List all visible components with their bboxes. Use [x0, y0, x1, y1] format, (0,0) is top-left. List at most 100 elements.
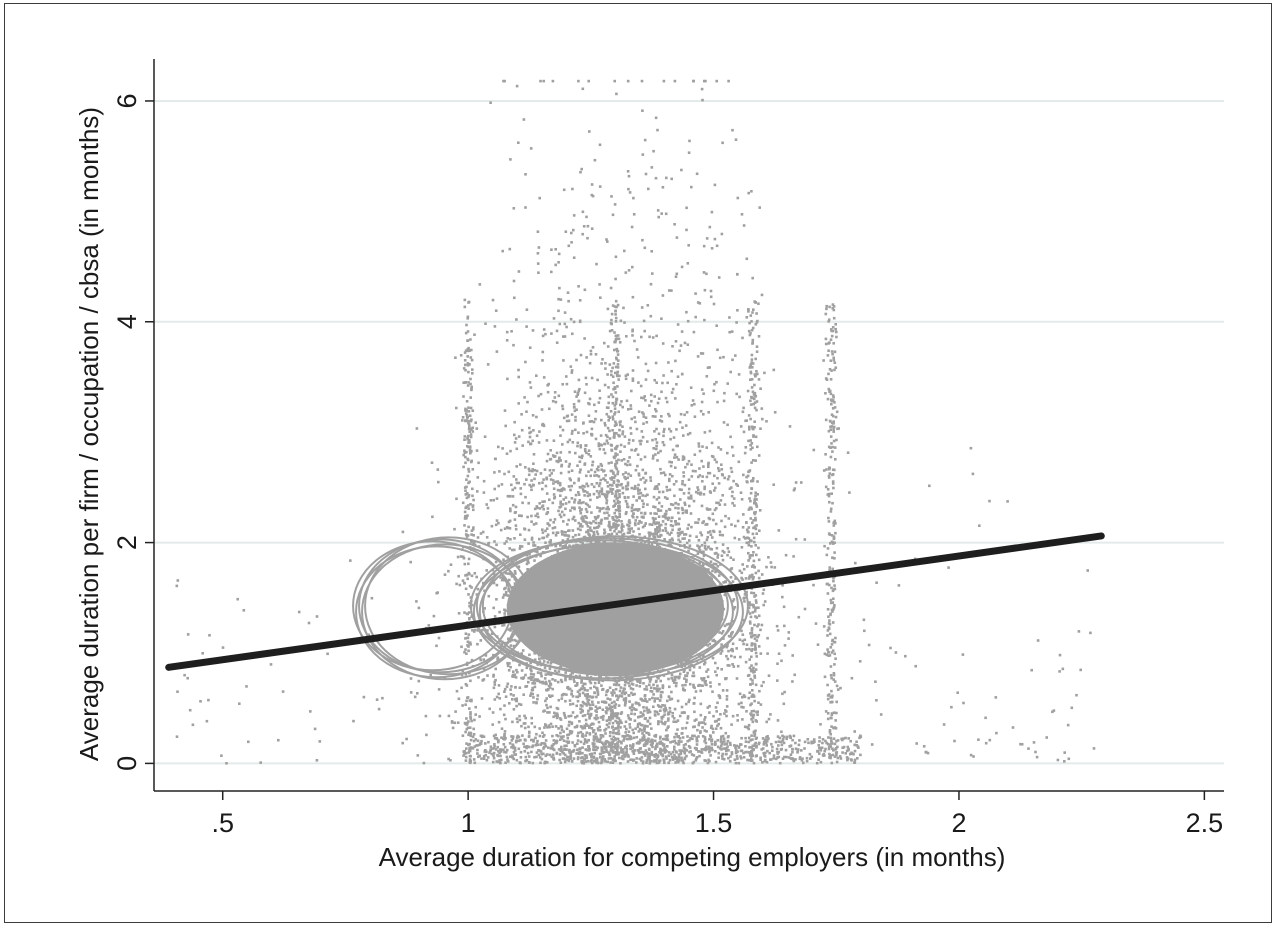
data-point: [605, 499, 609, 502]
data-point: [709, 533, 713, 536]
data-point: [482, 658, 485, 661]
data-point: [659, 705, 663, 709]
data-point: [585, 516, 588, 519]
data-point: [647, 731, 650, 735]
data-point: [589, 352, 593, 356]
data-point: [538, 727, 541, 730]
data-point: [668, 477, 671, 481]
data-point: [691, 674, 694, 678]
data-point: [718, 356, 722, 360]
data-point: [675, 383, 678, 386]
data-point: [641, 505, 645, 509]
data-point: [776, 662, 779, 665]
data-point: [599, 728, 602, 732]
data-point: [503, 587, 506, 591]
data-point: [622, 687, 626, 690]
data-point: [430, 461, 434, 464]
data-point: [630, 709, 633, 712]
data-point: [504, 571, 508, 575]
data-point: [608, 437, 612, 440]
data-point: [541, 481, 544, 484]
data-point: [635, 499, 638, 502]
data-point: [513, 441, 517, 444]
data-point: [588, 420, 592, 423]
data-point: [577, 493, 581, 496]
data-point: [564, 678, 567, 682]
data-point: [526, 400, 529, 404]
data-point: [479, 532, 483, 535]
data-point: [708, 225, 712, 229]
data-point: [454, 710, 457, 713]
data-point: [630, 417, 633, 421]
data-point: [591, 463, 594, 467]
data-point: [530, 750, 533, 754]
data-point: [693, 415, 697, 418]
data-point: [497, 692, 500, 696]
data-point: [583, 485, 586, 488]
data-point: [703, 487, 706, 491]
data-point: [742, 406, 745, 410]
data-point: [512, 694, 515, 697]
data-point: [509, 538, 512, 541]
data-point: [693, 710, 696, 714]
data-point: [721, 549, 725, 553]
data-point: [648, 523, 652, 526]
data-point: [603, 341, 606, 345]
data-point: [650, 523, 654, 526]
data-point: [645, 700, 649, 703]
data-point: [621, 491, 625, 495]
data-point: [663, 512, 667, 516]
data-point: [570, 469, 574, 472]
data-point: [746, 389, 750, 393]
data-point: [580, 517, 583, 520]
data-point: [606, 345, 610, 348]
data-point: [701, 735, 705, 738]
data-point: [572, 515, 576, 519]
data-point: [651, 438, 654, 442]
data-point: [547, 688, 550, 691]
data-point: [675, 480, 678, 483]
data-point: [667, 725, 670, 728]
data-point: [557, 309, 560, 313]
data-point: [695, 757, 698, 761]
data-point: [607, 490, 611, 494]
data-point: [584, 515, 587, 518]
data-point: [524, 495, 527, 499]
data-point: [542, 376, 546, 379]
data-point: [648, 710, 652, 714]
data-point: [675, 272, 679, 276]
data-point: [514, 437, 518, 440]
data-point: [630, 225, 634, 229]
data-point: [492, 675, 495, 678]
data-point: [744, 537, 747, 540]
data-point: [602, 506, 605, 510]
data-point: [689, 736, 692, 740]
data-point: [545, 512, 548, 516]
data-point: [503, 687, 507, 691]
data-point: [767, 556, 770, 559]
data-point: [648, 722, 652, 726]
data-point: [765, 565, 768, 569]
data-point: [461, 501, 465, 505]
data-point: [710, 441, 714, 445]
data-point: [581, 704, 584, 708]
data-point: [519, 487, 522, 490]
data-point: [593, 716, 597, 720]
data-point: [716, 348, 719, 352]
data-point: [713, 552, 717, 555]
data-point: [541, 487, 544, 491]
data-point: [712, 530, 716, 533]
data-point: [654, 415, 657, 418]
data-point: [684, 465, 687, 469]
data-point: [562, 487, 565, 490]
data-point: [601, 718, 605, 721]
data-point: [666, 381, 669, 385]
data-point: [616, 489, 619, 492]
data-point: [730, 470, 734, 474]
data-point: [606, 517, 609, 520]
data-point: [515, 447, 519, 451]
data-point: [619, 450, 622, 453]
data-point: [702, 550, 705, 553]
data-point: [712, 731, 715, 734]
data-point: [710, 454, 714, 458]
